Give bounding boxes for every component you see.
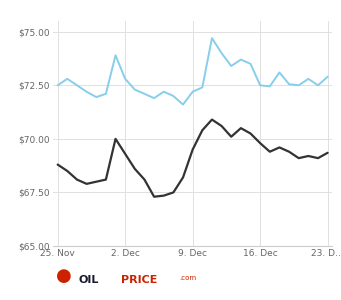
Text: .com: .com: [179, 274, 196, 280]
Text: PRICE: PRICE: [121, 275, 158, 285]
Text: OIL: OIL: [78, 275, 99, 285]
Text: ●: ●: [56, 267, 72, 285]
